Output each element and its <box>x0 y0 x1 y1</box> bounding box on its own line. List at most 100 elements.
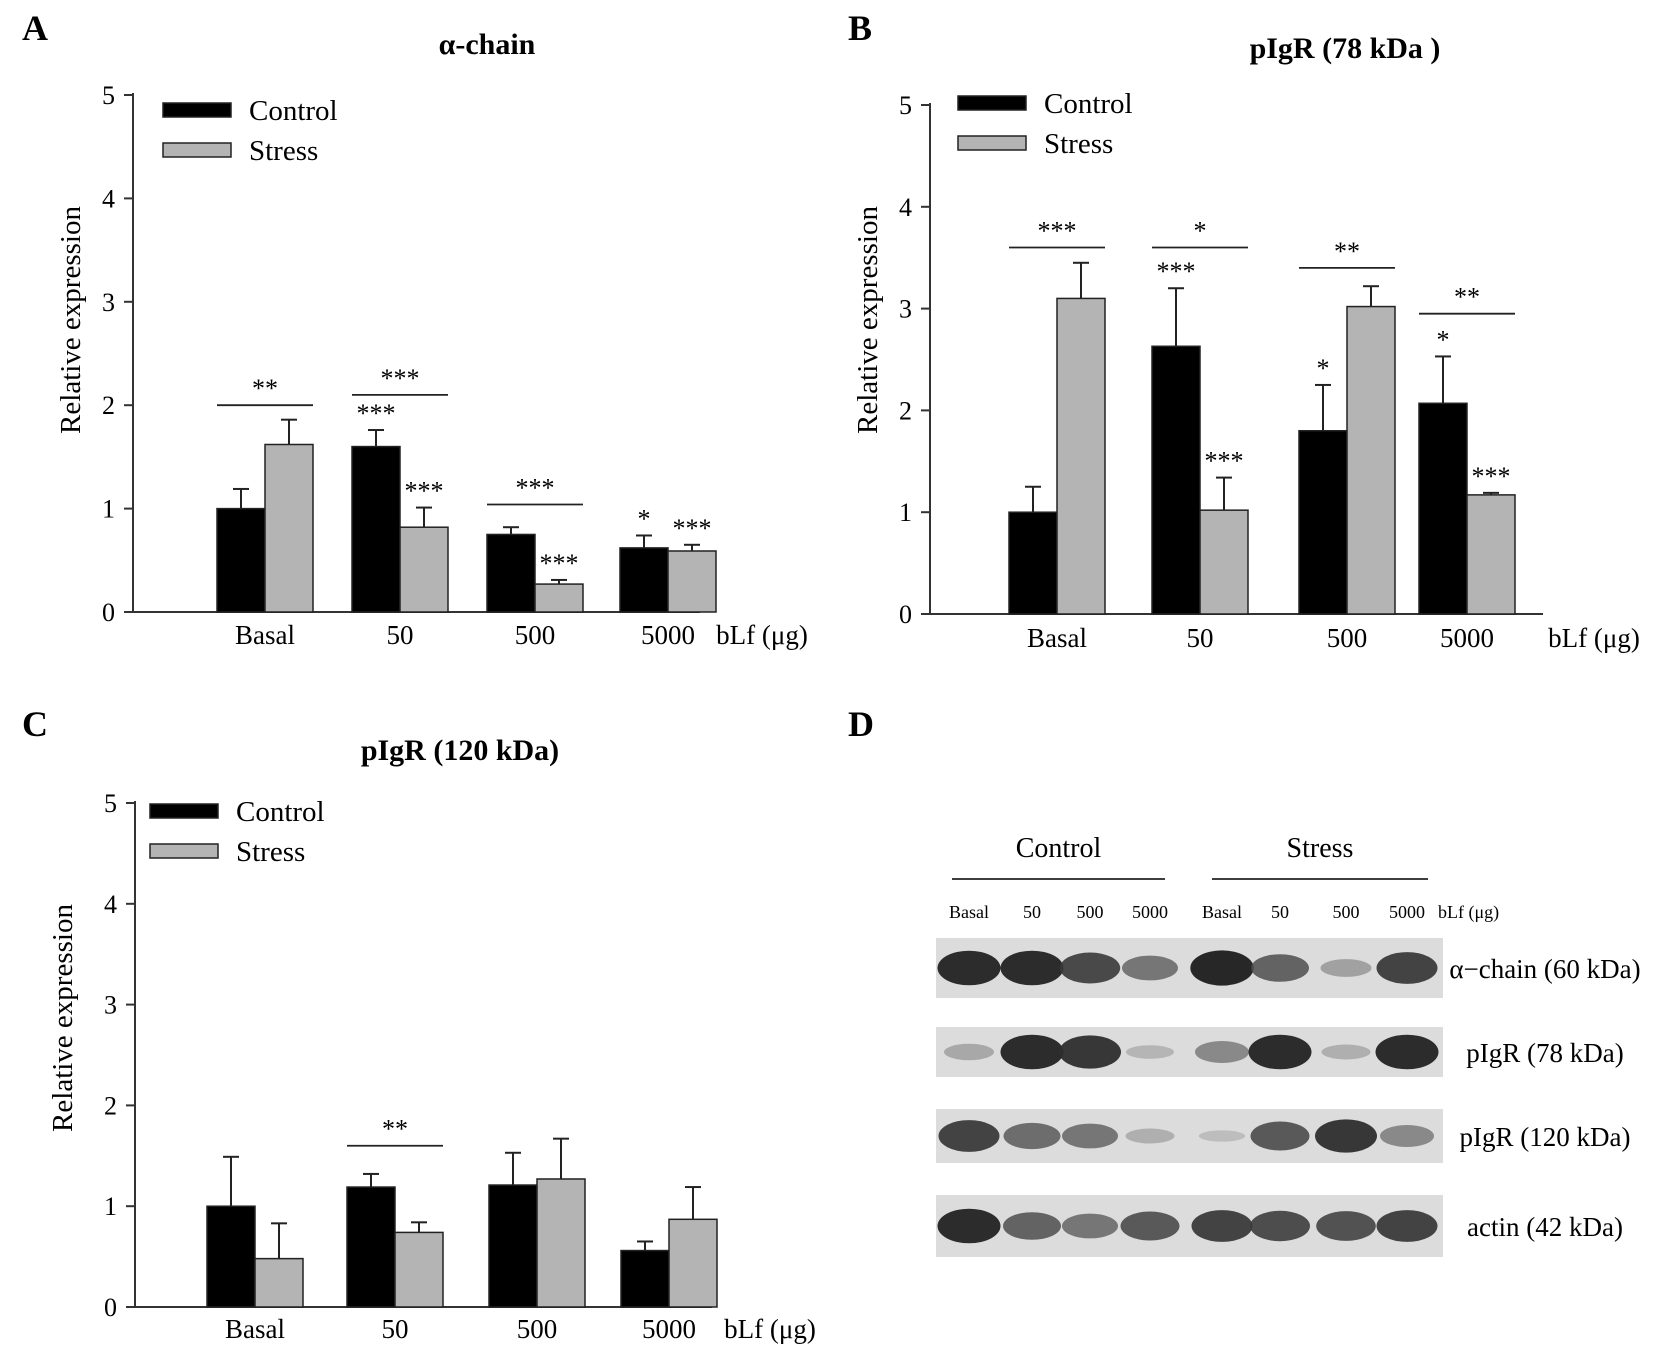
blot-band <box>1062 1213 1118 1239</box>
blot-band <box>1190 950 1254 986</box>
blot-band <box>1250 1121 1310 1151</box>
y-axis-label: Relative expression <box>852 206 884 434</box>
bar-control <box>486 533 536 613</box>
y-tick-label: 3 <box>104 991 117 1020</box>
y-tick-label: 5 <box>102 81 115 110</box>
panel-letter: C <box>22 704 48 744</box>
blot-band <box>1059 1035 1121 1069</box>
bar-control <box>1298 430 1348 615</box>
y-tick-label: 0 <box>899 600 912 629</box>
legend-swatch <box>149 843 219 859</box>
blot-band <box>1195 1041 1249 1063</box>
bar-control <box>346 1186 396 1308</box>
y-tick-label: 1 <box>102 495 115 524</box>
comparison-mark: ** <box>382 1115 408 1144</box>
legend-label: Control <box>1044 88 1133 120</box>
y-tick-label: 4 <box>104 890 117 919</box>
x-axis-label: bLf (μg) <box>716 620 808 650</box>
legend-label: Control <box>249 95 338 127</box>
lane-label: 5000 <box>1132 902 1168 922</box>
blot-band <box>1248 1034 1312 1070</box>
y-tick-label: 4 <box>899 193 912 222</box>
blot-row-label: pIgR (120 kDa) <box>1460 1122 1631 1152</box>
bar-stress <box>1466 494 1516 615</box>
blot-band <box>1320 959 1372 977</box>
blot-band <box>1316 1211 1376 1241</box>
blot-band <box>1251 954 1309 982</box>
bar-stress <box>534 583 584 613</box>
blot-band <box>1062 1123 1118 1149</box>
category-label: 5000 <box>641 620 695 650</box>
blot-band <box>937 1208 1001 1244</box>
comparison-mark: ** <box>1334 237 1360 266</box>
blot-row-label: actin (42 kDa) <box>1467 1212 1623 1242</box>
bar-stress <box>394 1231 444 1308</box>
lane-label: 500 <box>1077 902 1104 922</box>
y-tick-label: 2 <box>899 396 912 425</box>
category-label: Basal <box>1027 623 1087 653</box>
chart-title: α-chain <box>439 28 536 61</box>
y-tick-label: 2 <box>102 391 115 420</box>
bar-control <box>488 1184 538 1308</box>
bar-control <box>206 1205 256 1308</box>
bar-control <box>1418 402 1468 615</box>
comparison-mark: *** <box>516 473 555 502</box>
category-label: Basal <box>225 1314 285 1344</box>
comparison-mark: *** <box>1038 217 1077 246</box>
category-label: 50 <box>1187 623 1214 653</box>
significance-mark: *** <box>540 549 579 578</box>
panel-letter: A <box>22 8 48 48</box>
blot-band <box>1003 1212 1061 1240</box>
blot-band <box>1000 950 1064 986</box>
blot-band <box>1198 1130 1246 1142</box>
bar-stress <box>1199 509 1249 615</box>
y-tick-label: 0 <box>104 1293 117 1322</box>
y-tick-label: 5 <box>899 91 912 120</box>
significance-mark: *** <box>357 399 396 428</box>
category-label: Basal <box>235 620 295 650</box>
panel-letter: D <box>848 704 874 744</box>
legend-label: Control <box>236 796 325 828</box>
comparison-mark: * <box>1194 217 1207 246</box>
significance-mark: * <box>638 504 651 533</box>
blot-band <box>1126 1045 1174 1059</box>
lane-label: 50 <box>1271 902 1289 922</box>
significance-mark: * <box>1317 354 1330 383</box>
blot-band <box>1120 1211 1180 1241</box>
lane-label: Basal <box>1202 902 1242 922</box>
x-axis-label: bLf (μg) <box>724 1314 816 1344</box>
blot-row-label: α−chain (60 kDa) <box>1449 954 1640 984</box>
significance-mark: * <box>1437 325 1450 354</box>
y-tick-label: 5 <box>104 789 117 818</box>
legend-label: Stress <box>1044 128 1113 160</box>
category-label: 5000 <box>1440 623 1494 653</box>
blot-band <box>1122 955 1178 981</box>
comparison-mark: ** <box>1454 283 1480 312</box>
lane-label: 50 <box>1023 902 1041 922</box>
y-tick-label: 3 <box>899 295 912 324</box>
legend-swatch <box>149 803 219 819</box>
bar-control <box>1151 345 1201 615</box>
significance-mark: *** <box>1205 447 1244 476</box>
y-axis-label: Relative expression <box>55 206 87 434</box>
y-tick-label: 4 <box>102 184 115 213</box>
category-label: 500 <box>517 1314 558 1344</box>
bar-stress <box>1056 297 1106 615</box>
category-label: 5000 <box>642 1314 696 1344</box>
comparison-mark: ** <box>252 374 278 403</box>
chart-title: pIgR (120 kDa) <box>361 734 559 767</box>
category-label: 500 <box>515 620 556 650</box>
legend-label: Stress <box>236 836 305 868</box>
comparison-mark: *** <box>381 364 420 393</box>
significance-mark: *** <box>1157 257 1196 286</box>
bar-stress <box>668 1218 718 1308</box>
y-tick-label: 1 <box>104 1192 117 1221</box>
legend-swatch <box>957 95 1027 111</box>
lane-label: 5000 <box>1389 902 1425 922</box>
blot-band <box>1315 1119 1377 1153</box>
blot-band <box>1000 1034 1064 1070</box>
panel-letter: B <box>848 8 872 48</box>
